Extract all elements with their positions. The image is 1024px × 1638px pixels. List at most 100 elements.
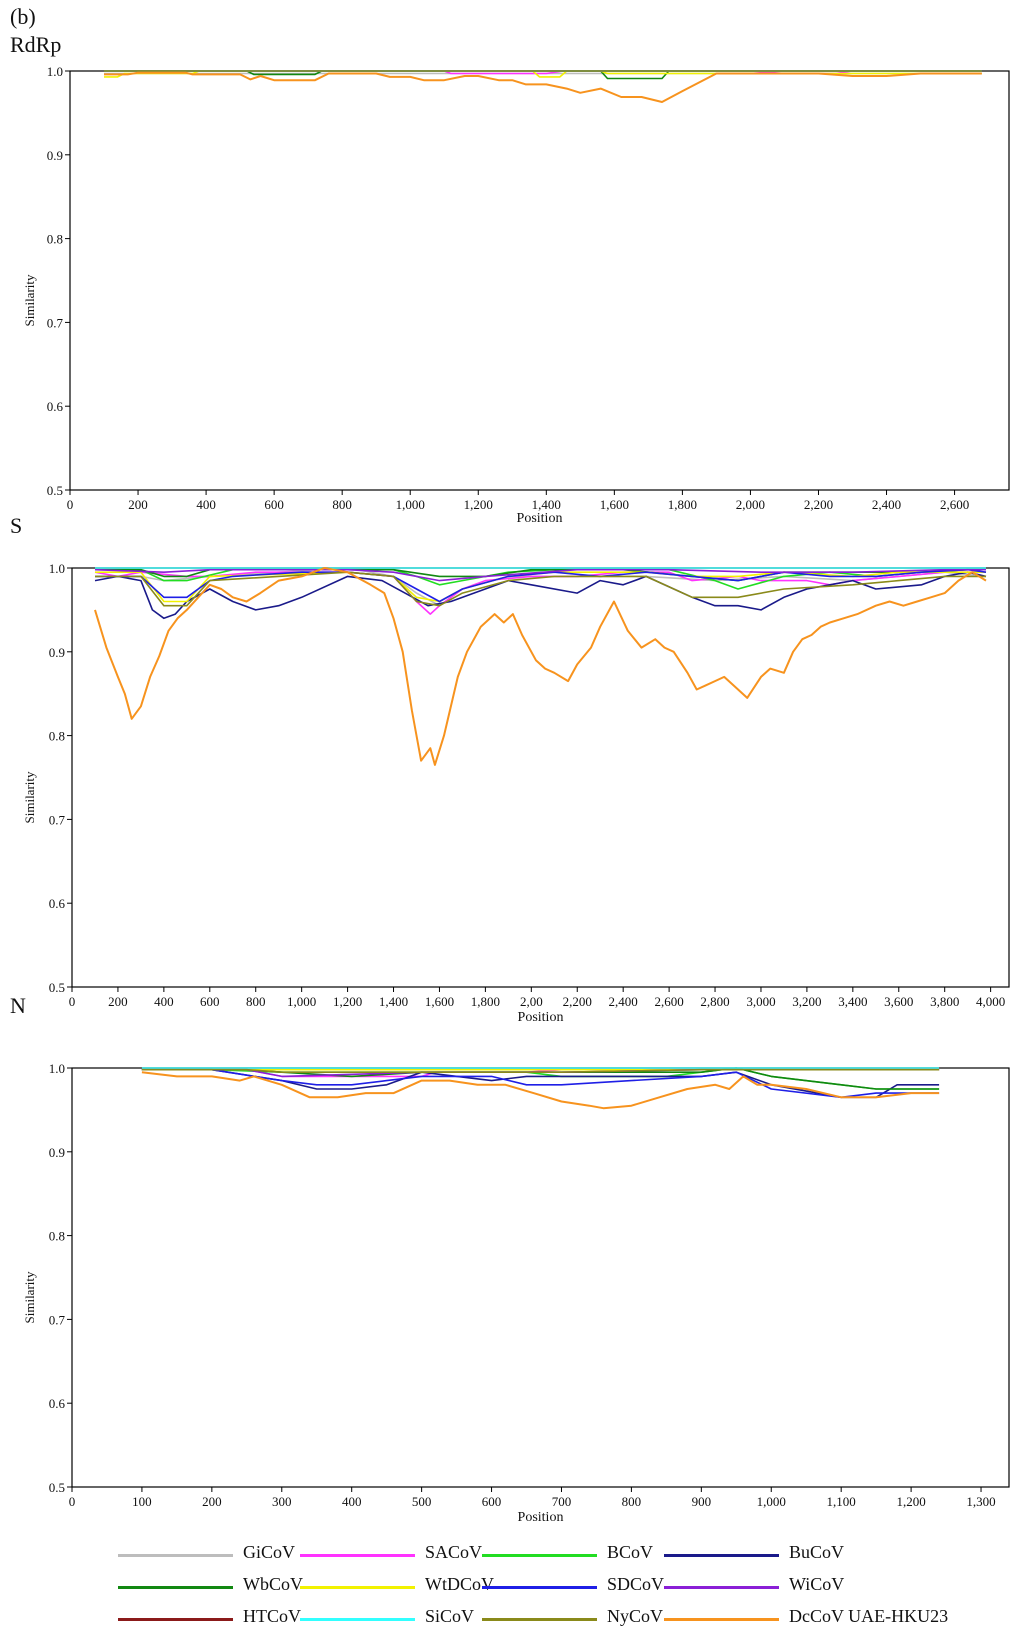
y-tick-label: 0.5 [47,483,63,498]
legend-label: GiCoV [243,1542,296,1562]
legend-swatch [664,1586,779,1589]
plot-area-0: 0.5 0.6 0.7 0.8 0.9 1.0 0 200 400 600 800 1,000 1,20… [22,64,1010,526]
series-line-nycov [95,571,986,607]
x-tick-label: 2,000 [736,497,765,512]
figure-label: (b) [10,4,36,29]
y-axis-label: Similarity [22,1271,37,1324]
x-tick-label: 1,800 [668,497,697,512]
x-tick-label: 2,00 [520,994,543,1009]
x-tick-label: 2,600 [654,994,683,1009]
x-tick-label: 0 [69,994,76,1009]
y-tick-label: 0.7 [47,315,64,330]
series-line-dccov-uae-hku23 [104,71,982,103]
legend-swatch [118,1554,233,1557]
x-tick-label: 1,000 [287,994,316,1009]
y-tick-label: 0.5 [49,1480,65,1495]
y-tick-label: 1.0 [49,561,65,576]
legend-swatch [482,1618,597,1621]
x-tick-label: 2,400 [609,994,638,1009]
series-line-dccov-uae-hku23 [94,567,987,766]
x-tick-label: 200 [202,1494,222,1509]
y-axis-label: Similarity [22,274,37,327]
series-group [94,567,987,766]
y-tick-label: 1.0 [47,64,63,79]
x-tick-label: 700 [552,1494,572,1509]
x-tick-label: 800 [246,994,266,1009]
x-tick-label: 1,600 [425,994,454,1009]
x-tick-label: 1,600 [600,497,629,512]
y-tick-label: 0.9 [47,148,63,163]
y-tick-label: 0.7 [49,1312,66,1327]
legend-label: SDCoV [607,1574,665,1594]
x-tick-label: 1,800 [471,994,500,1009]
legend-label: BuCoV [789,1542,845,1562]
x-tick-label: 1,200 [896,1494,925,1509]
plot-area-2: 0.5 0.6 0.7 0.8 0.9 1.0 0 100 200 300 400 500 600 700… [22,1061,1010,1525]
series-line-sacov [94,571,986,615]
legend-label: SACoV [425,1542,483,1562]
x-tick-label: 400 [342,1494,362,1509]
series-line-wicov [94,568,986,582]
legend-swatch [118,1618,233,1621]
x-tick-label: 1,100 [827,1494,856,1509]
x-tick-label: 3,800 [930,994,959,1009]
x-tick-label: 200 [128,497,148,512]
x-tick-label: 0 [67,497,74,512]
panel-label-rdrp: RdRp [10,32,62,57]
panel-label-n: N [10,993,26,1018]
x-tick-label: 1,300 [966,1494,995,1509]
y-tick-label: 0.8 [47,232,63,247]
legend-label: SiCoV [425,1606,475,1626]
x-tick-label: 4,000 [976,994,1005,1009]
x-axis-label: Position [518,1010,564,1025]
y-tick-label: 0.7 [49,812,66,827]
x-tick-label: 2,200 [563,994,592,1009]
y-tick-label: 0.9 [49,1145,65,1160]
legend: GiCoV SACoV BCoV BuCoV WbCoV WtDCoV SDCoV WiCoV… [118,1540,998,1630]
x-tick-label: 100 [132,1494,152,1509]
y-tick-label: 0.9 [49,645,65,660]
y-tick-label: 0.8 [49,1229,65,1244]
x-tick-label: 600 [200,994,220,1009]
x-tick-label: 0 [69,1494,76,1509]
plot-frame [71,1067,1010,1488]
y-tick-label: 0.6 [49,896,66,911]
x-tick-label: 900 [692,1494,712,1509]
series-line-sdcov [95,568,987,603]
x-tick-label: 800 [332,497,352,512]
y-axis-label: Similarity [22,771,37,824]
legend-label: DcCoV UAE-HKU23 [789,1606,949,1626]
x-tick-label: 2,800 [700,994,729,1009]
x-tick-label: 2,200 [804,497,833,512]
x-tick-label: 1,000 [757,1494,786,1509]
x-tick-label: 500 [412,1494,432,1509]
x-tick-label: 300 [272,1494,292,1509]
legend-swatch [300,1554,415,1557]
y-tick-label: 0.6 [49,1396,66,1411]
legend-swatch [664,1618,779,1621]
y-tick-label: 1.0 [49,1061,65,1076]
series-group [104,70,982,103]
x-tick-label: 3,200 [792,994,821,1009]
series-line-bcov [95,568,986,590]
x-tick-label: 1,000 [396,497,425,512]
legend-swatch [300,1586,415,1589]
x-tick-label: 400 [196,497,216,512]
legend-label: WbCoV [243,1574,303,1594]
x-tick-label: 1,400 [379,994,408,1009]
x-tick-label: 3,400 [838,994,867,1009]
legend-label: NyCoV [607,1606,664,1626]
series-line-dccov-uae-hku23 [141,1071,940,1110]
legend-label: BCoV [607,1542,654,1562]
series-line-sdcov [141,1068,940,1099]
legend-swatch [118,1586,233,1589]
x-tick-label: 600 [264,497,284,512]
x-tick-label: 1,200 [333,994,362,1009]
plot-frame [71,567,1010,988]
x-tick-label: 600 [482,1494,502,1509]
legend-label: WtDCoV [425,1574,494,1594]
x-axis-label: Position [517,511,563,526]
